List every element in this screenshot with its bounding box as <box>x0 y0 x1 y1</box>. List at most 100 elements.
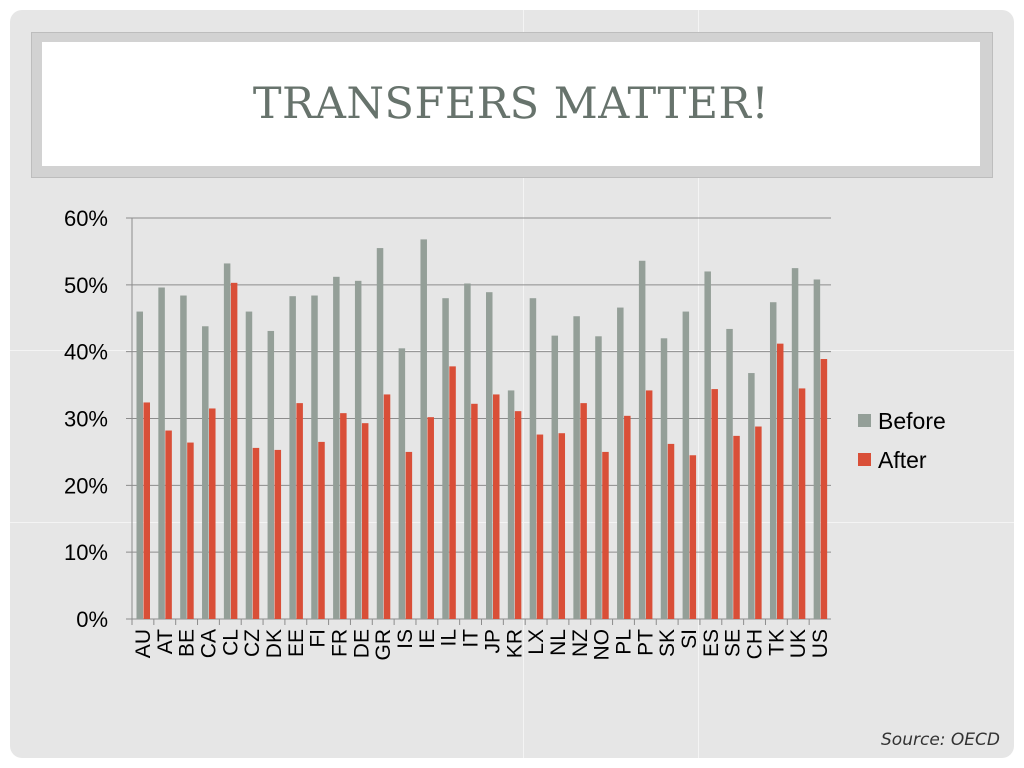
bar-after <box>667 443 675 619</box>
bar-before <box>551 335 559 619</box>
y-tick-label: 30% <box>64 407 108 432</box>
bar-after <box>776 343 784 619</box>
x-tick-label: CH <box>744 629 767 659</box>
title-box: TRANSFERS MATTER! <box>42 42 980 166</box>
bar-before <box>420 239 427 620</box>
bar-before <box>376 248 384 619</box>
bar-after <box>580 403 587 619</box>
bar-after <box>624 415 631 619</box>
bar-after <box>318 441 325 619</box>
bar-before <box>398 348 406 619</box>
bar-after <box>493 394 500 619</box>
bar-before <box>267 330 275 619</box>
bar-after <box>449 366 456 619</box>
x-tick-label: UK <box>787 629 810 658</box>
bar-before <box>311 295 318 619</box>
bar-after <box>733 435 740 619</box>
x-tick-label: LX <box>525 629 548 655</box>
bar-before <box>464 283 471 619</box>
bar-before <box>660 338 668 619</box>
bar-after <box>383 394 391 619</box>
bar-after <box>405 451 413 619</box>
x-tick-label: AU <box>132 629 155 658</box>
bar-after <box>645 390 653 619</box>
x-tick-label: EE <box>285 629 308 657</box>
bar-after <box>209 408 216 619</box>
bar-after <box>252 447 260 619</box>
background-divider <box>523 10 524 758</box>
bar-before <box>748 373 755 619</box>
x-tick-label: DK <box>263 629 286 658</box>
x-tick-label: NL <box>547 629 570 656</box>
background-divider <box>10 350 1014 351</box>
x-tick-label: CZ <box>241 629 264 657</box>
bar-after <box>558 433 566 619</box>
y-tick-label: 60% <box>64 206 108 231</box>
slide-title: TRANSFERS MATTER! <box>252 79 770 129</box>
bar-before <box>573 316 580 619</box>
x-tick-label: CL <box>219 629 242 656</box>
bar-after <box>820 359 828 619</box>
bar-before <box>442 298 449 619</box>
bar-before <box>813 279 821 619</box>
bar-after <box>340 413 347 619</box>
legend-label: After <box>878 447 927 473</box>
y-tick-label: 20% <box>64 473 108 498</box>
x-tick-label: IS <box>394 629 417 649</box>
bar-after <box>602 451 609 619</box>
x-tick-label: JP <box>481 629 504 654</box>
bar-after <box>471 403 478 619</box>
bar-after <box>274 449 282 619</box>
bar-before <box>245 311 253 619</box>
x-tick-label: FI <box>307 629 330 648</box>
bar-before <box>486 292 493 619</box>
x-tick-label: BE <box>176 629 199 657</box>
source-note: Source: OECD <box>881 730 1000 750</box>
x-tick-label: KR <box>503 629 526 658</box>
bar-after <box>296 403 303 619</box>
bar-before <box>333 276 340 619</box>
bar-before <box>354 280 362 619</box>
bar-before <box>638 260 646 619</box>
bar-before <box>595 336 602 619</box>
legend-swatch <box>858 453 871 466</box>
x-tick-label: AT <box>154 629 177 654</box>
bar-after <box>165 430 172 619</box>
bar-after <box>361 423 369 619</box>
bar-before <box>704 271 711 619</box>
x-tick-label: NZ <box>569 629 592 657</box>
legend-label: Before <box>878 408 946 434</box>
bar-before <box>617 307 624 619</box>
bar-after <box>689 455 697 619</box>
x-tick-label: US <box>809 629 832 658</box>
bar-after <box>187 442 194 619</box>
x-tick-label: IE <box>416 629 439 649</box>
y-tick-label: 40% <box>64 340 108 365</box>
y-tick-label: 50% <box>64 273 108 298</box>
x-tick-label: PT <box>634 629 657 656</box>
x-tick-label: CA <box>197 629 220 658</box>
bar-before <box>180 295 187 619</box>
y-tick-label: 10% <box>64 540 108 565</box>
x-tick-label: NO <box>591 629 614 661</box>
bar-before <box>791 268 799 619</box>
x-tick-label: SI <box>678 629 701 649</box>
x-tick-label: GR <box>372 629 395 661</box>
bar-before <box>136 311 143 619</box>
x-tick-label: TK <box>765 629 788 656</box>
legend-swatch <box>858 414 871 427</box>
x-tick-label: SE <box>722 629 745 657</box>
x-tick-label: IL <box>438 629 461 647</box>
x-tick-label: DE <box>350 629 373 658</box>
bar-before <box>682 311 690 619</box>
bar-after <box>798 388 806 619</box>
bar-before <box>769 302 777 619</box>
x-tick-label: IT <box>460 629 483 648</box>
bar-before <box>529 298 537 619</box>
y-tick-label: 0% <box>76 607 108 632</box>
x-tick-label: SK <box>656 629 679 657</box>
bar-after <box>514 411 522 619</box>
bar-before <box>289 296 296 619</box>
bar-after <box>230 282 238 619</box>
